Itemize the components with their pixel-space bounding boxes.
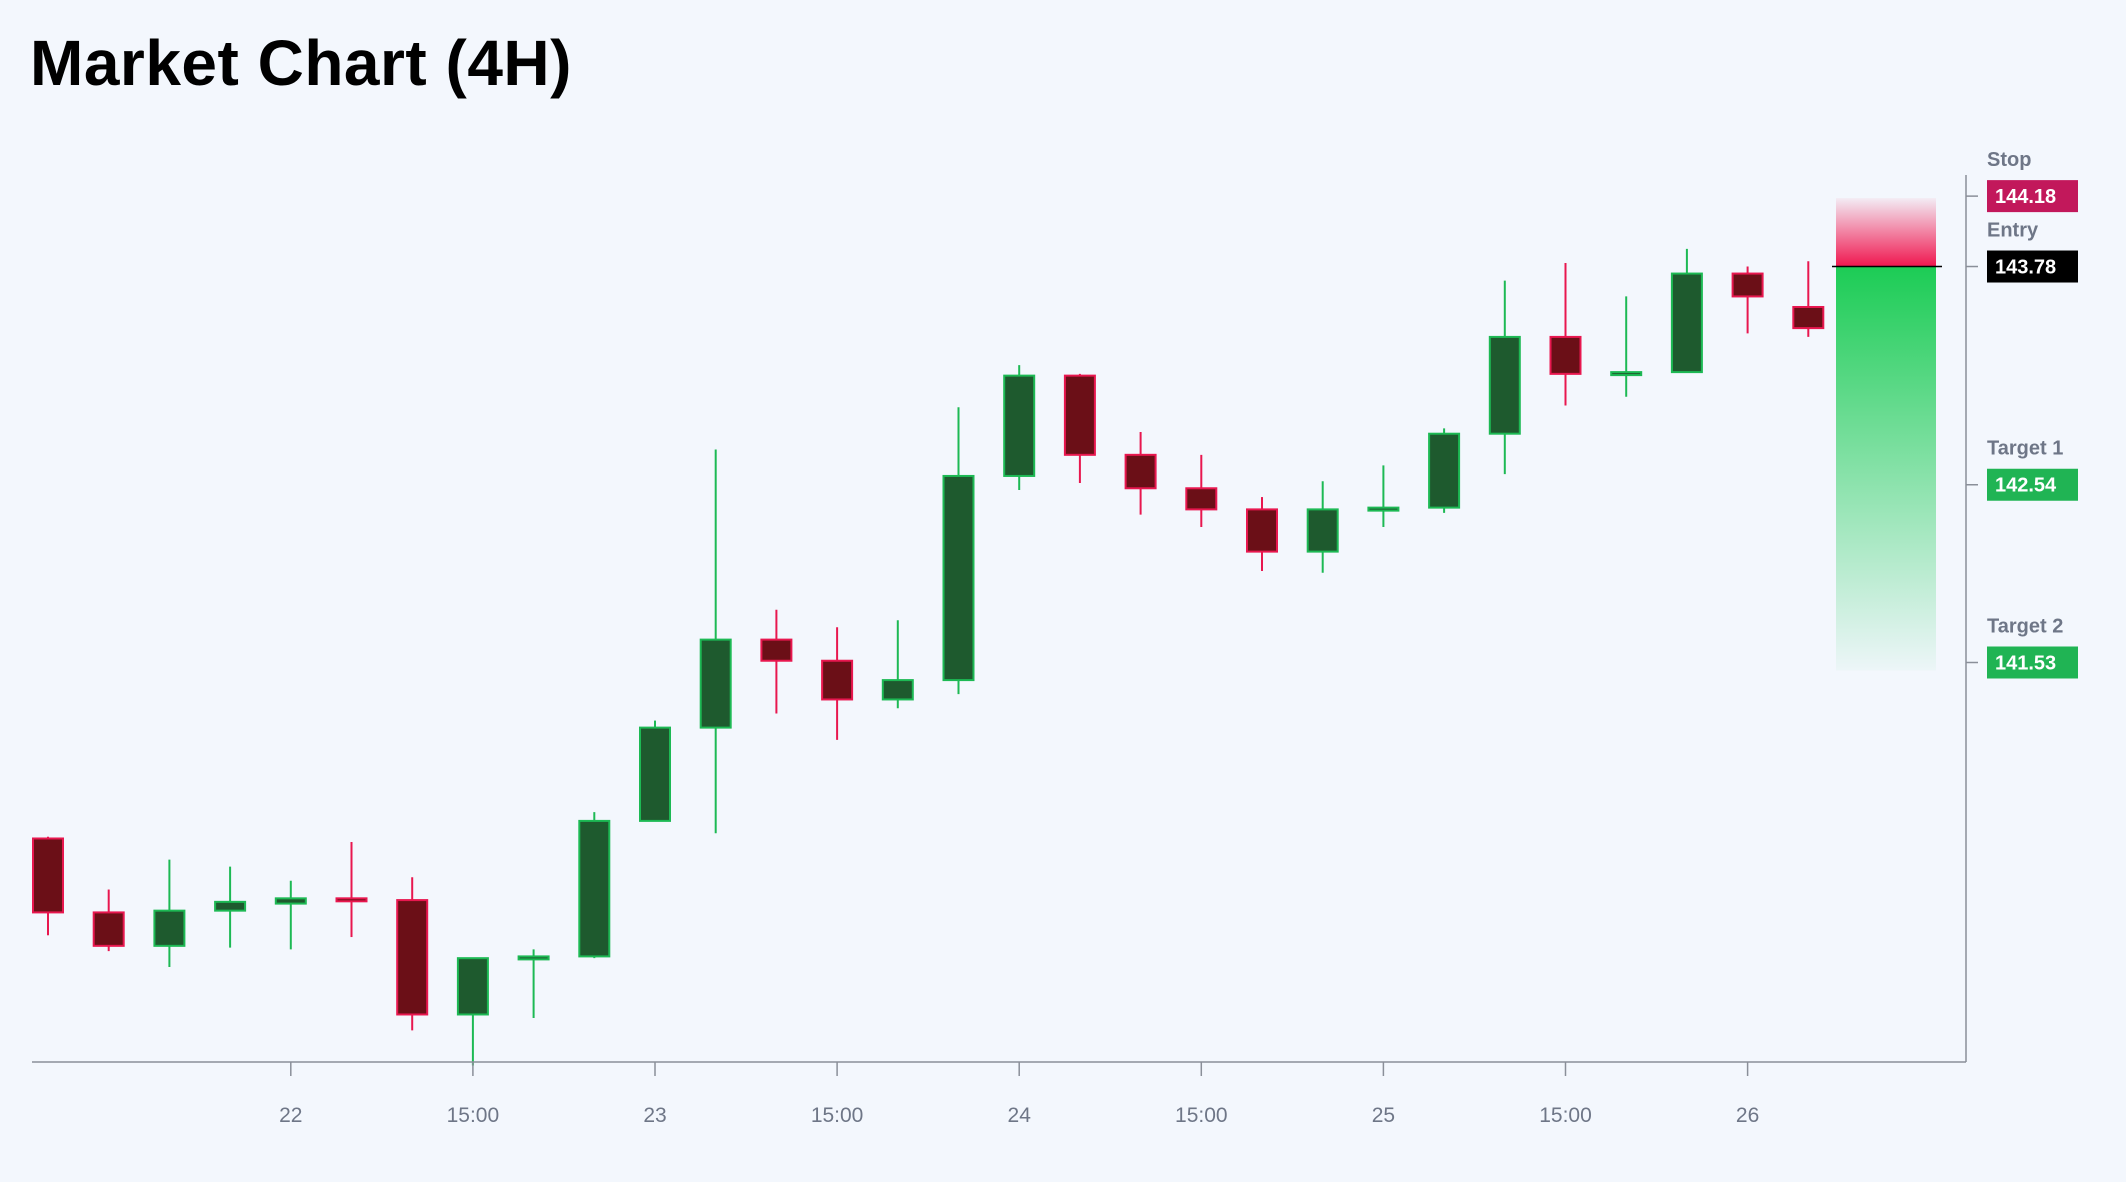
candle xyxy=(881,620,914,709)
candle-body xyxy=(1670,272,1703,374)
candle-body xyxy=(1306,508,1339,553)
level-name-stop: Stop xyxy=(1987,149,2031,171)
candle xyxy=(1428,428,1461,513)
candle xyxy=(517,949,550,1019)
candle xyxy=(639,720,671,822)
x-tick-label: 15:00 xyxy=(447,1104,500,1127)
reward-zone xyxy=(1836,266,1936,671)
candle xyxy=(699,449,732,834)
level-price-target-1: 142.54 xyxy=(1995,475,2057,497)
candle xyxy=(456,957,489,1066)
candle xyxy=(942,407,975,695)
candle-body xyxy=(32,837,64,914)
candle-body xyxy=(1185,487,1218,511)
candle-body xyxy=(881,679,914,701)
candle xyxy=(1246,497,1278,571)
candle xyxy=(396,877,429,1031)
candle xyxy=(214,866,247,948)
candle-body xyxy=(456,957,489,1016)
candle-body xyxy=(1003,374,1036,477)
x-tick-label: 15:00 xyxy=(811,1104,864,1127)
level-name-target-2: Target 2 xyxy=(1987,615,2063,637)
candle xyxy=(1306,481,1339,573)
level-price-stop: 144.18 xyxy=(1995,186,2056,208)
axes-group: 22 15:00 23 15:00 24 15:00 25 15:00 26 xyxy=(32,175,1967,1127)
price-levels-group: Stop 144.18 Entry 143.78 Target 1 142.54 Targe… xyxy=(1966,149,2078,679)
level-name-entry: Entry xyxy=(1987,220,2039,242)
candle xyxy=(32,836,64,936)
risk-zone xyxy=(1836,198,1936,267)
candle xyxy=(92,889,125,952)
candle xyxy=(1124,431,1157,515)
candle-body xyxy=(699,638,732,729)
candle-body xyxy=(1124,453,1157,490)
level-badge-target-2 xyxy=(1987,646,2078,679)
x-tick-label: 24 xyxy=(1008,1104,1032,1127)
level-name-target-1: Target 1 xyxy=(1987,438,2063,460)
candle xyxy=(578,812,611,959)
candle xyxy=(1731,266,1764,334)
candle xyxy=(1367,465,1400,527)
candle-body xyxy=(214,900,247,912)
candle-body xyxy=(1731,272,1764,298)
x-tick-label: 22 xyxy=(279,1104,302,1127)
candle-body xyxy=(760,638,793,662)
candle xyxy=(821,627,854,740)
chart-title: Market Chart (4H) xyxy=(30,27,572,99)
x-tick-label: 25 xyxy=(1372,1104,1395,1127)
candle-body xyxy=(639,726,671,822)
candle-body xyxy=(1246,508,1278,553)
candle xyxy=(1549,262,1582,406)
candle xyxy=(1003,365,1036,491)
level-badge-entry xyxy=(1987,250,2078,283)
candle xyxy=(1610,296,1643,397)
candle-body xyxy=(274,897,307,905)
x-tick-label: 15:00 xyxy=(1175,1104,1228,1127)
candle xyxy=(274,880,307,950)
candles-group xyxy=(32,248,1825,1066)
level-price-target-2: 141.53 xyxy=(1995,652,2056,674)
candle xyxy=(1488,280,1521,475)
candle-body xyxy=(1792,305,1825,330)
candle xyxy=(1670,248,1703,374)
candle xyxy=(335,842,368,938)
candle xyxy=(760,609,793,714)
x-tick-label: 26 xyxy=(1736,1104,1759,1127)
level-price-entry: 143.78 xyxy=(1995,257,2056,279)
x-tick-label: 23 xyxy=(643,1104,666,1127)
candle xyxy=(1063,373,1096,483)
position-zones xyxy=(1832,198,1942,671)
candle-body xyxy=(517,955,550,961)
candle-body xyxy=(1367,506,1400,512)
level-badge-stop xyxy=(1987,180,2078,213)
candle-body xyxy=(942,474,975,682)
candle-body xyxy=(1549,335,1582,375)
candle-body xyxy=(821,659,854,701)
candle-body xyxy=(1063,374,1096,456)
candle-body xyxy=(1428,432,1461,509)
candle-body xyxy=(396,899,429,1016)
candle-body xyxy=(335,897,368,903)
candle xyxy=(153,859,186,967)
candle-body xyxy=(1610,371,1643,377)
level-badge-target-1 xyxy=(1987,468,2078,501)
candle-body xyxy=(578,819,611,958)
candle-body xyxy=(1488,335,1521,435)
candle xyxy=(1792,261,1825,337)
x-tick-label: 15:00 xyxy=(1539,1104,1592,1127)
candle xyxy=(1185,454,1218,527)
candle-body xyxy=(92,911,125,947)
candle-body xyxy=(153,909,186,947)
